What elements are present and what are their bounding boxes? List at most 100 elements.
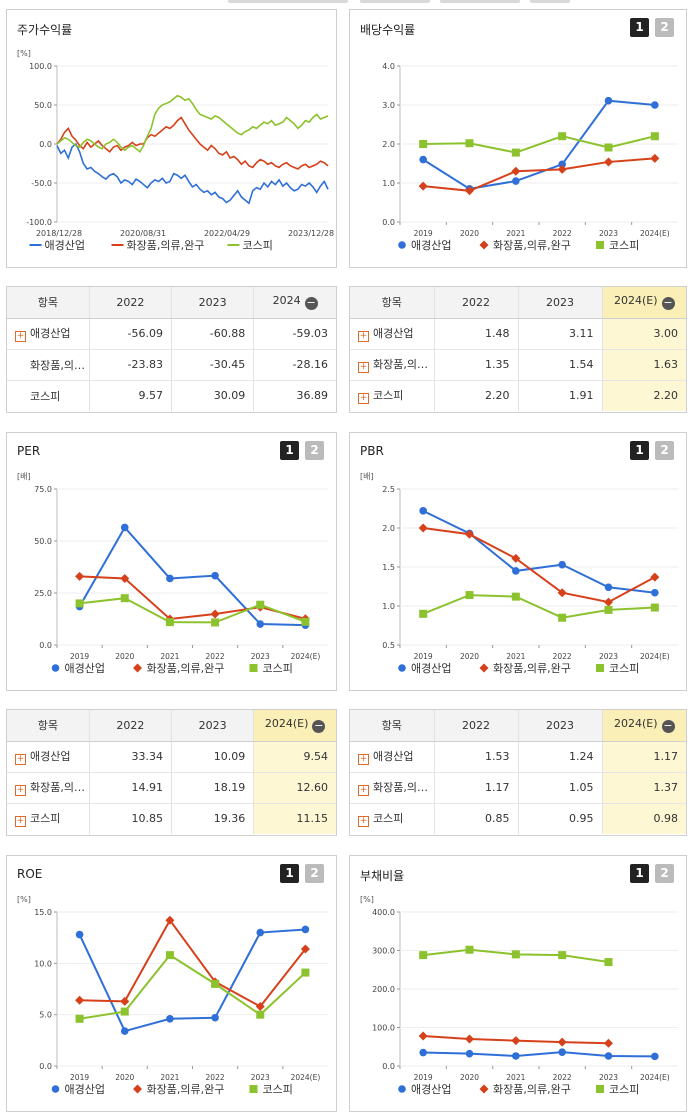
y-tick-label: 0.0 bbox=[382, 218, 395, 227]
series-line bbox=[422, 99, 655, 190]
x-tick-label: 2019 bbox=[414, 229, 433, 238]
y-tick-label: 100.0 bbox=[29, 62, 52, 71]
x-tick-label: 2023/12/28 bbox=[288, 229, 334, 238]
legend-label: 코스피 bbox=[243, 239, 273, 252]
value-cell: 3.00 bbox=[601, 317, 686, 349]
legend-label: 화장품,의류,완구 bbox=[147, 1083, 225, 1096]
expand-plus-icon[interactable]: + bbox=[15, 816, 26, 828]
view-2-button[interactable]: 2 bbox=[655, 441, 674, 460]
x-tick-label: 2024(E) bbox=[640, 652, 670, 661]
expand-plus-icon[interactable]: + bbox=[358, 362, 369, 373]
data-point bbox=[211, 979, 220, 988]
value-cell: 12.60 bbox=[253, 771, 336, 803]
series-line bbox=[79, 597, 306, 624]
series-line bbox=[79, 575, 306, 621]
data-point bbox=[511, 148, 520, 157]
header-label: 2022 bbox=[462, 718, 490, 732]
x-tick-label: 2023 bbox=[251, 1073, 270, 1082]
value-cell: 14.91 bbox=[88, 771, 172, 803]
y-tick-label: 0.5 bbox=[382, 641, 395, 650]
legend-marker bbox=[479, 240, 489, 250]
view-1-button[interactable]: 1 bbox=[630, 441, 649, 460]
expand-plus-icon[interactable]: + bbox=[15, 785, 26, 796]
value-cell: 0.85 bbox=[433, 802, 518, 834]
table-row: + 화장품,의… 1.35 1.54 1.63 bbox=[350, 348, 686, 380]
y-tick-label: 1.0 bbox=[382, 179, 395, 188]
data-point bbox=[465, 1049, 474, 1058]
x-tick-label: 2021 bbox=[506, 1073, 525, 1082]
view-1-button[interactable]: 1 bbox=[280, 441, 299, 460]
data-point bbox=[419, 1048, 427, 1057]
legend-label: 코스피 bbox=[609, 1083, 639, 1096]
header-label: 2022 bbox=[116, 295, 145, 309]
collapse-icon[interactable]: − bbox=[661, 719, 675, 734]
data-point bbox=[465, 139, 474, 148]
data-point bbox=[120, 594, 129, 603]
collapse-icon[interactable]: − bbox=[304, 296, 318, 311]
expand-plus-icon[interactable]: + bbox=[358, 393, 369, 405]
table-header-row: 항목 2022 2023 2024(E) − bbox=[7, 710, 336, 742]
series-line bbox=[56, 116, 329, 170]
view-2-button[interactable]: 2 bbox=[655, 18, 674, 37]
series-line bbox=[56, 142, 329, 205]
y-tick-label: 5.0 bbox=[39, 1011, 52, 1020]
expand-plus-icon[interactable]: + bbox=[358, 754, 369, 765]
legend-label: 애경산업 bbox=[411, 239, 451, 252]
table-header-cell: 2023 bbox=[517, 710, 602, 742]
view-1-button[interactable]: 1 bbox=[280, 864, 299, 883]
expand-plus-icon[interactable]: + bbox=[15, 754, 26, 765]
data-point bbox=[558, 560, 566, 569]
data-point bbox=[165, 951, 174, 960]
table-row: + 애경산업 33.34 10.09 9.54 bbox=[7, 740, 336, 772]
x-tick-label: 2020 bbox=[460, 652, 479, 661]
view-1-button[interactable]: 1 bbox=[630, 864, 649, 883]
value-cell: 1.48 bbox=[433, 317, 518, 349]
data-point bbox=[512, 177, 520, 185]
header-label: 2024 bbox=[272, 294, 301, 308]
y-tick-label: 0.0 bbox=[39, 1062, 52, 1071]
value-cell: 1.37 bbox=[601, 771, 686, 803]
x-tick-label: 2019 bbox=[70, 1073, 89, 1082]
header-label: 항목 bbox=[381, 719, 402, 733]
y-tick-label: -50.0 bbox=[31, 179, 52, 188]
data-point bbox=[120, 523, 129, 532]
data-point bbox=[120, 1027, 129, 1035]
y-tick-label: -100.0 bbox=[26, 218, 52, 227]
value-cell: -23.83 bbox=[88, 348, 172, 380]
table-row: + 화장품,의… 1.17 1.05 1.37 bbox=[350, 771, 686, 803]
y-unit-label: [%] bbox=[360, 895, 374, 904]
value-cell: -60.88 bbox=[170, 317, 254, 349]
expand-plus-icon[interactable]: + bbox=[358, 816, 369, 828]
expand-plus-icon[interactable]: + bbox=[358, 785, 369, 796]
row-name: 코스피 bbox=[373, 389, 404, 403]
view-2-button[interactable]: 2 bbox=[305, 441, 324, 460]
x-tick-label: 2021 bbox=[506, 229, 525, 238]
view-2-button[interactable]: 2 bbox=[305, 864, 324, 883]
data-point bbox=[465, 1034, 474, 1044]
row-name-cell: + 애경산업 bbox=[7, 740, 90, 772]
collapse-icon[interactable]: − bbox=[312, 719, 326, 734]
data-point bbox=[604, 958, 613, 967]
legend-marker bbox=[133, 1084, 142, 1094]
x-tick-label: 2021 bbox=[160, 1073, 179, 1082]
data-point bbox=[558, 132, 567, 141]
y-tick-label: 2.0 bbox=[382, 140, 395, 149]
view-1-button[interactable]: 1 bbox=[630, 18, 649, 37]
data-point bbox=[419, 951, 428, 960]
expand-plus-icon[interactable]: + bbox=[358, 331, 369, 342]
view-2-button[interactable]: 2 bbox=[655, 864, 674, 883]
data-point bbox=[120, 996, 130, 1006]
x-tick-label: 2024(E) bbox=[640, 1073, 670, 1082]
table-header-cell: 2022 bbox=[88, 287, 172, 319]
x-tick-label: 2020 bbox=[460, 229, 479, 238]
data-point bbox=[604, 597, 613, 607]
row-name-cell: + 애경산업 bbox=[7, 317, 90, 349]
expand-plus-icon[interactable]: + bbox=[15, 331, 26, 342]
x-tick-label: 2022/04/29 bbox=[204, 229, 250, 238]
legend-label: 애경산업 bbox=[411, 662, 451, 675]
collapse-icon[interactable]: − bbox=[661, 296, 675, 311]
data-point bbox=[604, 96, 613, 105]
row-name: 코스피 bbox=[373, 812, 404, 826]
table-header-cell: 항목 bbox=[7, 710, 90, 742]
